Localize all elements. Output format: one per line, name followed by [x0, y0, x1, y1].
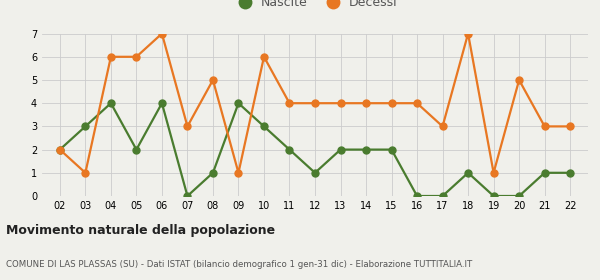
Text: Movimento naturale della popolazione: Movimento naturale della popolazione [6, 224, 275, 237]
Legend: Nascite, Decessi: Nascite, Decessi [227, 0, 403, 14]
Text: COMUNE DI LAS PLASSAS (SU) - Dati ISTAT (bilancio demografico 1 gen-31 dic) - El: COMUNE DI LAS PLASSAS (SU) - Dati ISTAT … [6, 260, 472, 269]
